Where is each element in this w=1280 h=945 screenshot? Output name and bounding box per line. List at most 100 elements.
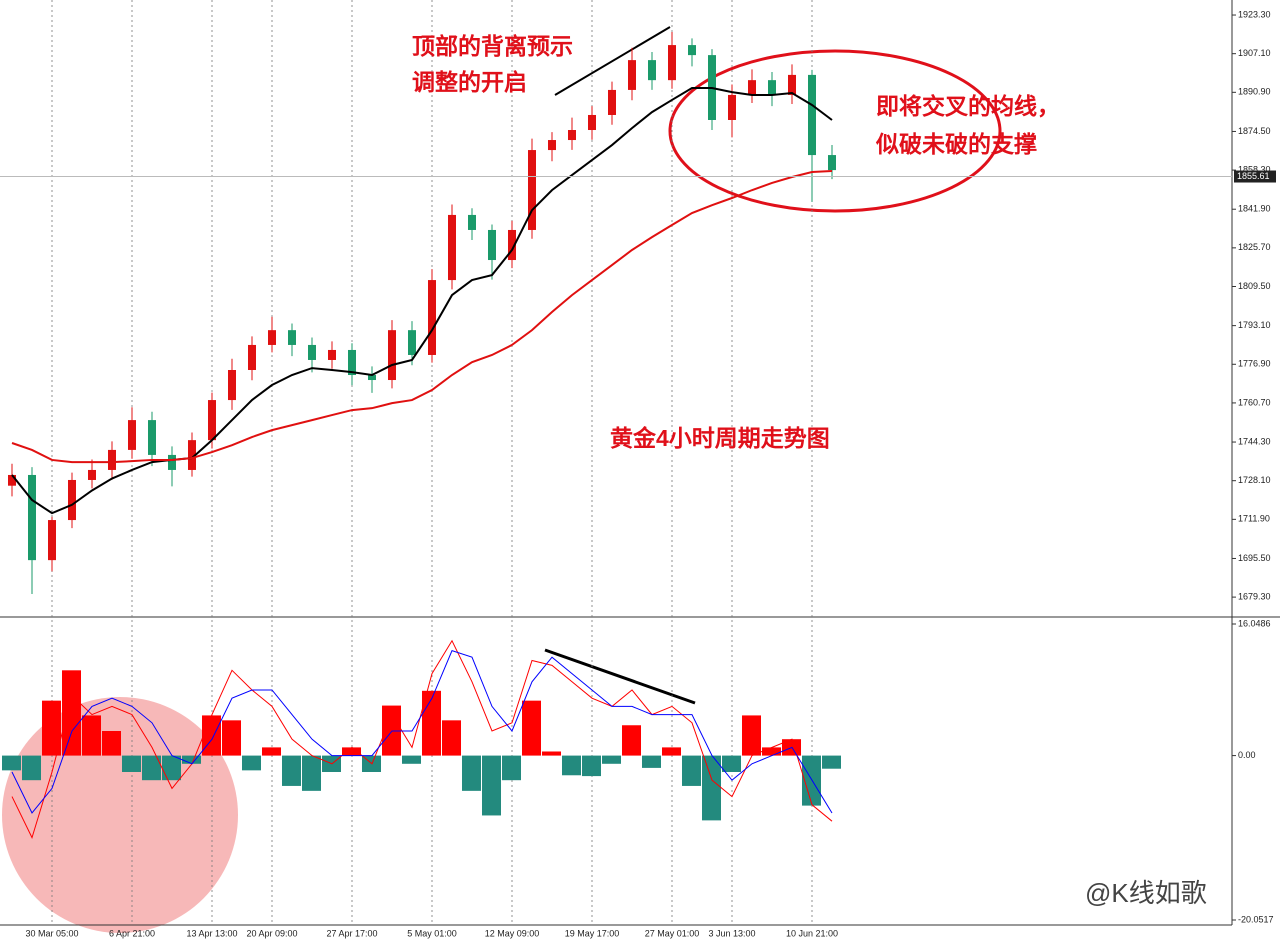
watermark: @K线如歌: [1085, 878, 1207, 908]
histogram-bar: [822, 755, 841, 769]
x-tick-label: 5 May 01:00: [407, 928, 457, 938]
annotation: 调整的开启: [412, 69, 527, 95]
histogram-bar: [622, 725, 641, 756]
candle-body: [128, 420, 136, 450]
histogram-bar: [502, 755, 521, 781]
candle-body: [288, 330, 296, 345]
histogram-bar: [682, 755, 701, 786]
histogram-bar: [222, 720, 241, 756]
histogram-bar: [402, 755, 421, 764]
candle-body: [28, 474, 36, 561]
candle-body: [528, 150, 536, 230]
y-tick-label: 1776.90: [1238, 359, 1271, 369]
candle-body: [188, 440, 196, 470]
y-tick-label: 1793.10: [1238, 320, 1271, 330]
candle-body: [248, 344, 256, 371]
candle-body: [748, 80, 756, 95]
x-tick-label: 3 Jun 13:00: [708, 928, 755, 938]
annotation: 似破未破的支撑: [875, 131, 1037, 157]
histogram-bar: [542, 751, 561, 756]
candle-body: [448, 214, 456, 281]
x-tick-label: 27 May 01:00: [645, 928, 700, 938]
y-tick-label: 1874.50: [1238, 126, 1271, 136]
candle-body: [588, 114, 596, 131]
histogram-bar: [762, 747, 781, 756]
y-tick-label: 1728.10: [1238, 475, 1271, 485]
moving-average: [11, 87, 833, 515]
candle-body: [508, 229, 516, 261]
y-tick-label: 1890.90: [1238, 87, 1271, 97]
candle-body: [648, 60, 656, 81]
histogram-bar: [602, 755, 621, 764]
candle-body: [388, 330, 396, 381]
y-tick-label: 1809.50: [1238, 281, 1271, 291]
histogram-bar: [82, 715, 101, 756]
histogram-bar: [582, 755, 601, 777]
histogram-bar: [202, 715, 221, 756]
annotation: 顶部的背离预示: [412, 33, 573, 59]
candle-body: [488, 229, 496, 261]
histogram-bar: [302, 755, 321, 791]
histogram-bar: [802, 755, 821, 806]
candle-body: [328, 349, 336, 360]
histogram-bar: [442, 720, 461, 756]
y-tick-label: 1825.70: [1238, 242, 1271, 252]
candle-body: [668, 45, 676, 81]
candle-body: [308, 344, 316, 360]
histogram-bar: [242, 755, 261, 771]
candle-body: [768, 80, 776, 95]
x-tick-label: 6 Apr 21:00: [109, 928, 155, 938]
candle-body: [568, 130, 576, 141]
histogram-bar: [122, 755, 141, 772]
y-tick-label: 0.00: [1238, 750, 1256, 760]
current-price-label: 1855.61: [1237, 171, 1270, 181]
histogram-bar: [42, 700, 61, 756]
candle-body: [828, 155, 836, 171]
candle-body: [8, 474, 16, 486]
highlight-ellipse: [668, 49, 1002, 213]
histogram-bar: [102, 730, 121, 756]
histogram-bar: [742, 715, 761, 756]
histogram-bar: [282, 755, 301, 786]
candle-body: [168, 454, 176, 470]
moving-average: [11, 170, 833, 464]
candle-body: [628, 60, 636, 90]
indicator-line: [11, 639, 833, 839]
histogram-bar: [342, 747, 361, 756]
candle-body: [788, 74, 796, 95]
y-tick-label: 1841.90: [1238, 204, 1271, 214]
candle-body: [548, 140, 556, 151]
histogram-bar: [522, 700, 541, 756]
histogram-bar: [702, 755, 721, 821]
histogram-bar: [22, 755, 41, 781]
candle-body: [48, 520, 56, 561]
x-tick-label: 12 May 09:00: [485, 928, 540, 938]
histogram-bar: [262, 747, 281, 756]
histogram-bar: [562, 755, 581, 776]
candle-body: [608, 89, 616, 115]
candle-body: [688, 45, 696, 56]
candle-body: [208, 400, 216, 441]
annotation: 即将交叉的均线，: [876, 93, 1060, 119]
y-tick-label: 1679.30: [1238, 591, 1271, 601]
x-tick-label: 30 Mar 05:00: [25, 928, 78, 938]
candle-body: [228, 370, 236, 401]
candle-body: [728, 94, 736, 120]
indicator-line: [11, 650, 833, 814]
current-price-box: [1234, 170, 1276, 183]
y-tick-label: 16.0486: [1238, 618, 1271, 628]
y-tick-label: 1858.30: [1238, 164, 1271, 174]
trend-line: [554, 26, 671, 96]
histogram-bar: [382, 705, 401, 756]
candle-body: [408, 330, 416, 355]
histogram-bar: [722, 755, 741, 772]
x-tick-label: 13 Apr 13:00: [186, 928, 237, 938]
histogram-bar: [2, 755, 21, 771]
y-tick-label: -20.0517: [1238, 914, 1274, 924]
trend-line: [544, 648, 696, 705]
candle-body: [268, 330, 276, 345]
candle-body: [368, 375, 376, 381]
candle-body: [348, 349, 356, 376]
y-tick-label: 1923.30: [1238, 9, 1271, 19]
